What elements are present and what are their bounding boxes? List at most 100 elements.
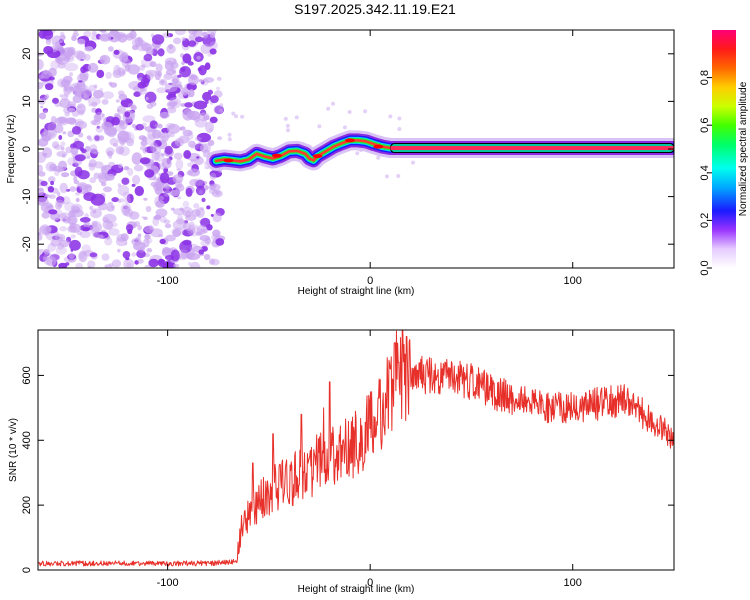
spectrogram-y-tick-label: 0 <box>21 146 33 152</box>
noise-blob <box>175 180 183 189</box>
noise-blob <box>68 252 75 260</box>
noise-blob <box>209 172 217 180</box>
noise-blob <box>71 126 82 135</box>
noise-blob <box>145 96 149 101</box>
noise-blob <box>177 196 182 200</box>
noise-blob <box>206 205 211 210</box>
noise-blob <box>80 66 87 74</box>
noise-blob <box>187 61 194 66</box>
spectrogram-noise-region <box>38 30 415 268</box>
noise-blob <box>181 37 186 41</box>
noise-blob <box>57 209 63 214</box>
noise-blob <box>155 63 163 73</box>
noise-blob <box>154 123 159 128</box>
noise-blob <box>198 249 204 255</box>
noise-blob <box>66 86 74 93</box>
noise-blob <box>189 246 193 251</box>
noise-blob <box>99 30 107 33</box>
noise-speck <box>283 116 288 121</box>
noise-blob <box>43 46 54 55</box>
colorbar-tick-label: 0.8 <box>699 70 711 85</box>
noise-blob <box>131 123 137 128</box>
noise-blob <box>195 179 205 189</box>
noise-blob <box>55 117 65 125</box>
noise-blob <box>201 78 209 86</box>
noise-blob <box>169 101 177 107</box>
noise-blob <box>144 91 157 104</box>
noise-blob <box>60 141 66 147</box>
noise-blob <box>48 209 58 215</box>
noise-blob <box>123 258 135 268</box>
colorbar-tick-label: 0.4 <box>699 165 711 180</box>
snr-y-label: SNR (10 * v/v) <box>8 418 19 482</box>
noise-blob <box>166 44 176 54</box>
noise-blob <box>89 252 98 258</box>
noise-blob <box>98 234 104 239</box>
noise-speck <box>227 137 232 142</box>
noise-speck <box>342 125 347 130</box>
noise-blob <box>58 239 70 248</box>
noise-blob <box>116 233 127 243</box>
noise-blob <box>173 152 183 160</box>
spectrogram-x-tick-label: -100 <box>157 275 179 287</box>
noise-blob <box>45 204 52 209</box>
noise-blob <box>154 44 161 51</box>
noise-blob <box>95 108 102 116</box>
noise-blob <box>113 142 119 148</box>
noise-blob <box>149 120 158 129</box>
noise-blob <box>79 70 89 81</box>
noise-blob <box>158 234 164 238</box>
noise-blob <box>193 178 204 186</box>
noise-blob <box>90 222 103 233</box>
noise-blob <box>158 195 165 201</box>
noise-blob <box>101 253 110 261</box>
noise-blob <box>101 99 109 105</box>
noise-blob <box>58 262 68 268</box>
noise-blob <box>173 208 186 216</box>
noise-blob <box>126 206 131 212</box>
noise-blob <box>43 248 50 255</box>
noise-blob <box>99 55 107 64</box>
noise-blob <box>161 132 169 142</box>
noise-blob <box>111 116 120 126</box>
track-hotspot <box>223 158 234 163</box>
noise-speck <box>385 174 389 179</box>
snr-panel: -100 0 100 0 200 400 600 Height of straight l… <box>8 329 675 595</box>
noise-blob <box>105 71 112 79</box>
noise-blob <box>215 190 220 196</box>
noise-blob <box>78 105 82 109</box>
noise-blob <box>164 223 172 229</box>
noise-blob <box>115 99 120 103</box>
noise-blob <box>111 204 115 209</box>
noise-blob <box>74 154 86 162</box>
noise-blob <box>147 128 157 140</box>
noise-blob <box>174 30 186 36</box>
noise-blob <box>41 211 50 219</box>
noise-blob <box>44 122 55 131</box>
noise-blob <box>151 34 165 45</box>
noise-blob <box>48 76 55 81</box>
noise-blob <box>75 209 79 213</box>
noise-blob <box>131 152 143 165</box>
track-hotspot <box>373 144 384 149</box>
noise-blob <box>118 163 123 169</box>
noise-blob <box>187 168 200 177</box>
spectrogram-x-label: Height of straight line (km) <box>298 286 415 297</box>
noise-blob <box>136 249 146 259</box>
noise-blob <box>86 155 91 159</box>
noise-blob <box>171 78 179 84</box>
noise-blob <box>50 116 57 124</box>
snr-y-tick-label: 200 <box>21 496 33 514</box>
noise-speck <box>397 127 402 131</box>
noise-blob <box>67 157 75 166</box>
noise-blob <box>190 228 196 234</box>
noise-blob <box>70 147 79 155</box>
colorbar-tick-label: 0.2 <box>699 213 711 228</box>
noise-blob <box>90 119 101 126</box>
noise-blob <box>89 177 96 184</box>
noise-blob <box>113 49 120 55</box>
noise-blob <box>69 239 81 251</box>
noise-blob <box>185 252 201 261</box>
noise-blob <box>38 112 47 120</box>
noise-blob <box>69 72 73 77</box>
